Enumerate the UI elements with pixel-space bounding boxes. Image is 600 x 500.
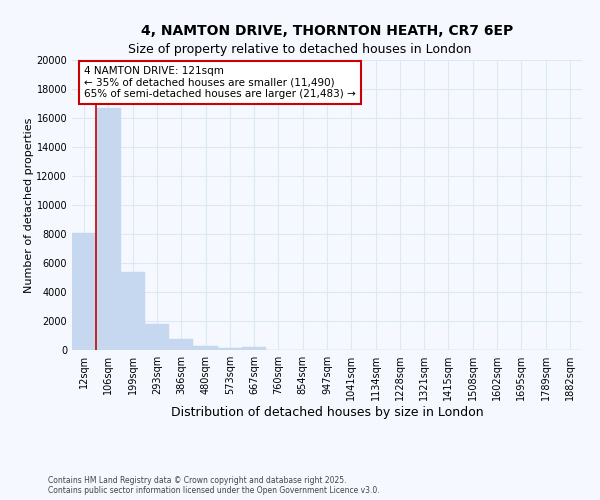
Bar	[242, 347, 266, 350]
Bar	[169, 339, 193, 350]
Text: 4 NAMTON DRIVE: 121sqm
← 35% of detached houses are smaller (11,490)
65% of semi: 4 NAMTON DRIVE: 121sqm ← 35% of detached…	[84, 66, 356, 99]
Bar	[145, 324, 169, 350]
X-axis label: Distribution of detached houses by size in London: Distribution of detached houses by size …	[170, 406, 484, 419]
Text: Size of property relative to detached houses in London: Size of property relative to detached ho…	[128, 42, 472, 56]
Bar	[96, 108, 121, 350]
Y-axis label: Number of detached properties: Number of detached properties	[23, 118, 34, 292]
Bar	[72, 234, 96, 350]
Bar	[193, 346, 218, 350]
Text: Contains HM Land Registry data © Crown copyright and database right 2025.
Contai: Contains HM Land Registry data © Crown c…	[48, 476, 380, 495]
Bar	[218, 348, 242, 350]
Bar	[121, 272, 145, 350]
Title: 4, NAMTON DRIVE, THORNTON HEATH, CR7 6EP: 4, NAMTON DRIVE, THORNTON HEATH, CR7 6EP	[141, 24, 513, 38]
